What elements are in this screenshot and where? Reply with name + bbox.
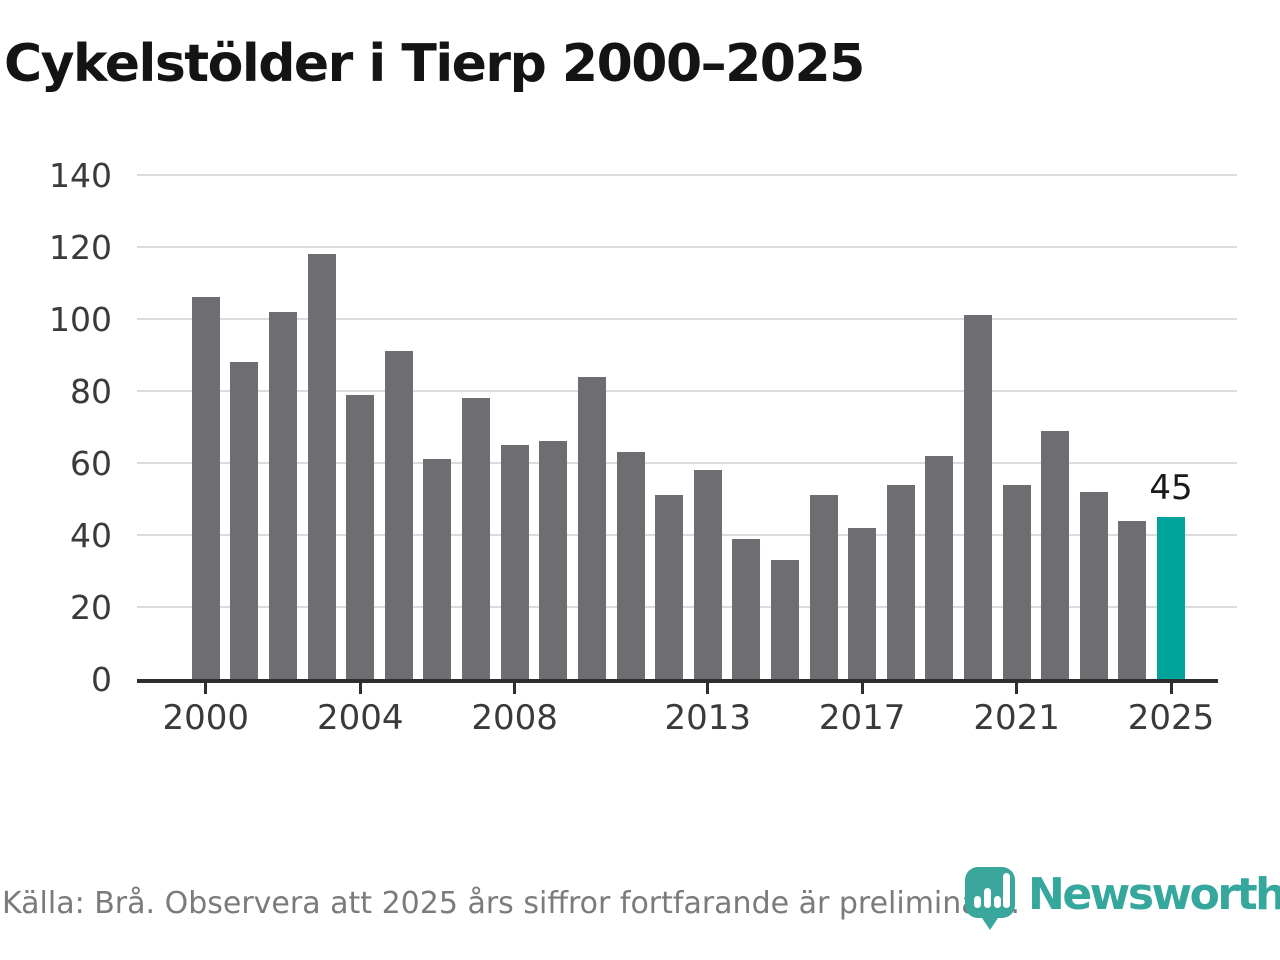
logo-chart-bar [984,888,991,908]
y-axis-label-0: 0 [91,660,112,699]
gridline-100 [137,318,1237,320]
x-axis-label-2008: 2008 [471,698,558,738]
bar-2001 [230,362,259,679]
y-axis-label-40: 40 [70,516,112,555]
bar-2017 [848,527,877,679]
gridline-20 [137,606,1237,608]
page-title: Cykelstölder i Tierp 2000–2025 [4,34,865,94]
y-axis-label-60: 60 [70,444,112,483]
bar-2016 [809,495,838,679]
gridline-80 [137,390,1237,392]
bar-2021 [1002,484,1031,679]
bar-2012 [655,495,684,679]
source-note: Källa: Brå. Observera att 2025 års siffr… [2,886,1020,921]
bar-2022 [1041,430,1070,679]
newsworthy-pin-icon [965,867,1015,918]
bar-2024 [1118,520,1147,679]
highlight-value-label: 45 [1149,468,1193,508]
bar-2015 [770,560,799,679]
logo-chart-bar [974,896,981,908]
logo-chart-bar [1003,873,1010,908]
bar-2020 [964,315,992,679]
x-axis-label-2013: 2013 [664,698,751,738]
x-tick-2004 [358,683,362,694]
bar-2005 [384,351,413,679]
pin-tail [978,912,1002,930]
bar-2025 [1157,517,1186,679]
x-tick-2025 [1169,683,1173,694]
bar-2002 [269,311,298,679]
gridline-140 [137,174,1237,176]
x-tick-2000 [204,683,208,694]
x-axis-line [137,679,1218,683]
bar-2007 [462,398,491,679]
bar-2019 [925,455,954,679]
bar-2018 [886,484,915,679]
x-tick-2017 [860,683,864,694]
bar-2023 [1079,491,1108,679]
gridline-40 [137,534,1237,536]
x-tick-2008 [513,683,517,694]
y-axis-label-80: 80 [70,372,112,411]
bar-2000 [191,297,220,679]
brand-wordmark: Newsworthy [1028,869,1280,920]
x-axis-label-2000: 2000 [162,698,250,738]
y-axis-label-140: 140 [49,156,112,195]
y-axis-label-100: 100 [49,300,112,339]
bar-2004 [346,394,375,679]
x-axis-label-2017: 2017 [818,698,906,738]
gridline-120 [137,246,1237,248]
bar-2006 [423,459,452,679]
bar-2008 [500,445,529,679]
bar-2009 [539,441,568,679]
bar-2014 [732,538,761,679]
bar-2011 [616,452,645,679]
x-tick-2013 [706,683,710,694]
y-axis-label-20: 20 [70,588,112,627]
y-axis-label-120: 120 [49,228,112,267]
bar-2013 [693,470,722,679]
logo-chart-bar [994,896,1001,908]
bar-2003 [307,254,336,679]
gridline-60 [137,462,1237,464]
x-axis-label-2025: 2025 [1127,698,1215,738]
bar-2010 [577,376,606,679]
x-axis-label-2004: 2004 [316,698,404,738]
x-axis-label-2021: 2021 [973,698,1060,738]
x-tick-2021 [1015,683,1019,694]
